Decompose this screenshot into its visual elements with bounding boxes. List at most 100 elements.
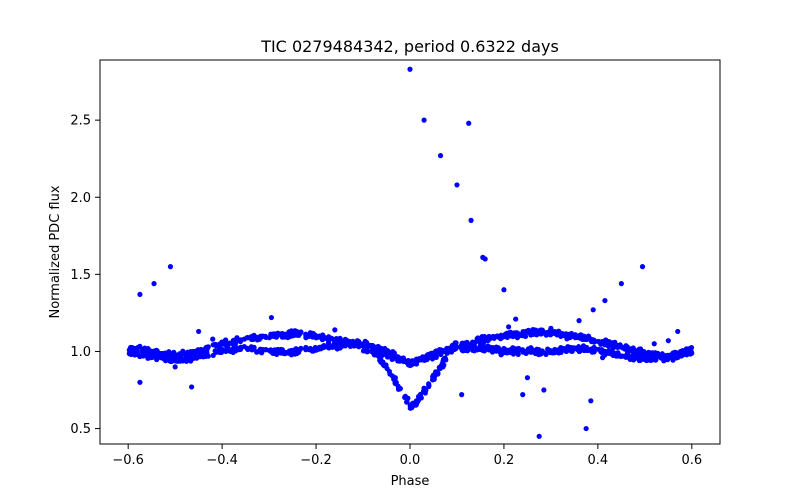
data-point: [223, 348, 229, 355]
outlier-point: [513, 316, 519, 322]
data-point: [578, 347, 584, 353]
outlier-point: [588, 398, 594, 404]
data-point: [471, 348, 477, 354]
data-point: [638, 355, 644, 361]
data-point: [560, 346, 566, 352]
data-point: [213, 349, 219, 355]
data-point: [537, 351, 543, 357]
y-tick-label: 1.0: [70, 345, 91, 360]
x-tick-label: −0.4: [206, 453, 238, 468]
data-point: [266, 335, 272, 341]
data-point: [326, 345, 332, 351]
data-point: [414, 358, 420, 364]
data-point: [213, 343, 219, 349]
data-point: [452, 345, 459, 351]
data-point: [347, 341, 354, 347]
data-point: [232, 348, 239, 354]
x-axis-ticks: −0.6 −0.4 −0.2 0.0 0.2 0.4 0.6: [112, 444, 702, 468]
data-point: [310, 348, 317, 354]
outlier-point: [196, 328, 202, 335]
data-point: [489, 349, 496, 355]
outlier-point: [665, 338, 671, 344]
data-point: [205, 344, 211, 350]
outlier-point: [466, 120, 472, 126]
data-point: [508, 346, 514, 353]
data-point: [292, 328, 298, 334]
outlier-point: [583, 425, 589, 432]
data-point: [326, 335, 332, 341]
data-point: [219, 346, 225, 352]
x-tick-label: 0.2: [494, 453, 515, 468]
outlier-point: [675, 328, 681, 335]
data-point: [377, 355, 384, 361]
outlier-point: [167, 264, 174, 270]
data-point: [617, 342, 623, 348]
y-tick-label: 0.5: [70, 422, 91, 437]
data-point: [392, 375, 398, 381]
data-point: [423, 387, 429, 393]
data-point: [514, 347, 520, 353]
data-point: [433, 371, 439, 377]
data-point: [298, 329, 304, 335]
outlier-point: [407, 66, 413, 72]
data-point: [364, 349, 370, 355]
data-point: [332, 344, 339, 350]
data-point: [611, 352, 617, 358]
data-point: [281, 351, 288, 357]
data-point: [471, 341, 477, 347]
data-point: [418, 395, 424, 401]
data-point: [482, 336, 488, 342]
data-point: [237, 346, 244, 352]
outlier-point: [506, 324, 512, 330]
outlier-point: [151, 281, 157, 287]
data-point: [259, 333, 266, 339]
outlier-point: [137, 291, 143, 298]
outlier-point: [501, 287, 507, 293]
data-point: [598, 341, 604, 347]
x-tick-label: 0.6: [681, 453, 702, 468]
data-point: [626, 346, 633, 353]
data-point: [421, 357, 428, 363]
data-point: [482, 346, 488, 352]
outlier-point: [468, 217, 474, 223]
x-tick-label: −0.6: [112, 453, 144, 468]
data-point: [617, 353, 623, 359]
data-point: [520, 348, 526, 354]
outlier-point: [188, 384, 195, 390]
data-point: [677, 352, 683, 358]
y-axis-label: Normalized PDC flux: [48, 185, 63, 318]
data-point: [520, 332, 526, 338]
data-point: [584, 347, 590, 353]
data-point: [476, 338, 482, 344]
data-point: [443, 349, 450, 355]
data-point: [638, 351, 644, 357]
data-point: [166, 349, 172, 355]
data-point: [515, 333, 521, 339]
data-point: [198, 352, 204, 358]
data-point: [502, 347, 509, 353]
outlier-point: [137, 379, 143, 385]
data-point: [386, 368, 392, 374]
data-point: [624, 351, 631, 357]
data-point: [664, 352, 670, 359]
data-point: [681, 350, 687, 357]
outlier-point: [268, 314, 275, 321]
data-point: [219, 340, 225, 347]
y-tick-label: 2.5: [70, 114, 91, 129]
data-point: [664, 356, 670, 362]
data-point: [502, 331, 509, 337]
y-tick-label: 2.0: [70, 191, 91, 206]
data-point: [508, 333, 514, 339]
data-point: [530, 347, 536, 354]
data-point: [368, 348, 374, 354]
data-point: [254, 337, 260, 343]
data-point: [392, 354, 399, 360]
data-point: [228, 348, 234, 355]
data-point: [402, 394, 408, 400]
data-point: [515, 351, 521, 357]
data-point: [560, 331, 566, 337]
data-point: [493, 348, 499, 354]
data-point: [337, 345, 343, 351]
data-point: [251, 332, 257, 338]
